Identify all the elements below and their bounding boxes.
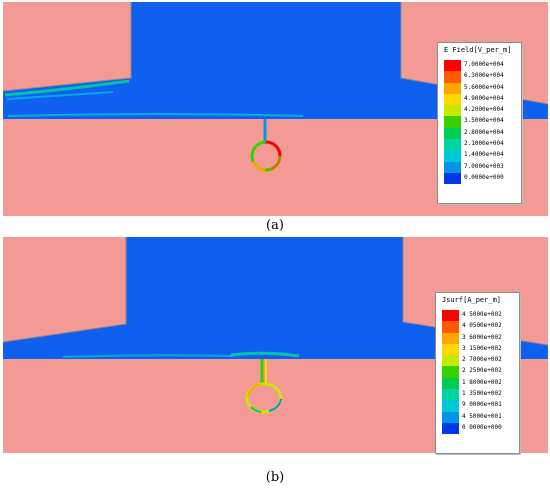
legend-label: 4.2000e+004: [464, 106, 504, 114]
blue-t-region: [3, 237, 548, 359]
legend-label: 4 0500e+002: [462, 322, 502, 330]
legend-label: 2 7000e+002: [462, 356, 502, 364]
color-legend-b: Jsurf[A_per_m] 4 5000e+002 4 0500e+002 3…: [435, 292, 520, 454]
simulation-panel-b: Jsurf[A_per_m] 4 5000e+002 4 0500e+002 3…: [3, 237, 548, 454]
legend-label: 2 2500e+002: [462, 367, 502, 375]
caption-b: (b): [265, 470, 285, 485]
legend-title: Jsurf[A_per_m]: [442, 296, 502, 304]
legend-label: 0 0000e+000: [462, 423, 502, 431]
ring-probe: [245, 382, 283, 414]
legend-label: 1 3500e+002: [462, 390, 502, 398]
legend-label: 1.4000e+004: [464, 151, 504, 159]
color-legend-a: E Field[V_per_m] 7.0000e+004 6.3000e+004…: [437, 42, 522, 204]
legend-label: 7.0000e+004: [464, 61, 504, 68]
legend-colorbar: [444, 60, 461, 185]
caption-a: (a): [266, 218, 284, 233]
legend-label: 4 5000e+002: [462, 311, 502, 318]
legend-label: 3 6000e+002: [462, 333, 502, 341]
simulation-panel-a: E Field[V_per_m] 7.0000e+004 6.3000e+004…: [3, 2, 548, 216]
legend-label: 3 1500e+002: [462, 344, 502, 352]
legend-label: 2.8000e+004: [464, 128, 504, 136]
legend-colorbar: [442, 310, 459, 435]
legend-label: 5.6000e+004: [464, 83, 504, 91]
legend-label: 6.3000e+004: [464, 72, 504, 80]
legend-label: 2.1000e+004: [464, 140, 504, 148]
legend-label: 1 8000e+002: [462, 378, 502, 386]
legend-title: E Field[V_per_m]: [444, 46, 512, 54]
legend-label: 4.9000e+004: [464, 94, 504, 102]
blue-t-region: [3, 2, 548, 119]
legend-label: 9 0000e+001: [462, 401, 502, 409]
legend-label: 0.0000e+000: [464, 173, 504, 181]
legend-label: 7.0000e+003: [464, 162, 504, 170]
legend-label: 3.5000e+004: [464, 117, 504, 125]
legend-label: 4 5000e+001: [462, 412, 502, 420]
